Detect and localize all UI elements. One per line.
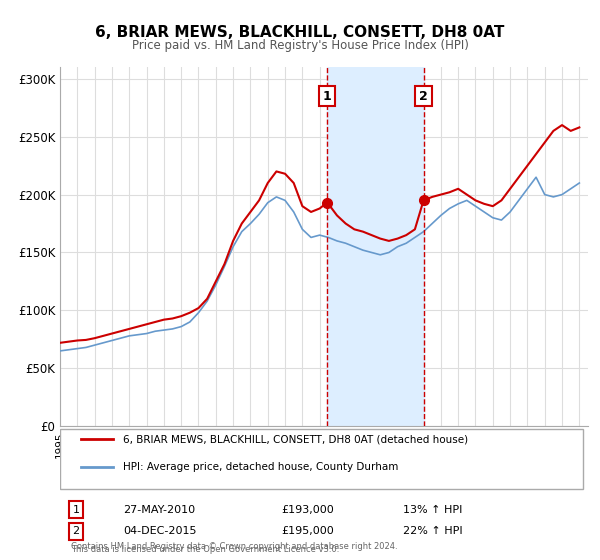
Text: 2: 2 — [419, 90, 428, 102]
FancyBboxPatch shape — [60, 429, 583, 489]
Text: Price paid vs. HM Land Registry's House Price Index (HPI): Price paid vs. HM Land Registry's House … — [131, 39, 469, 52]
Text: HPI: Average price, detached house, County Durham: HPI: Average price, detached house, Coun… — [124, 462, 399, 472]
Text: £193,000: £193,000 — [282, 505, 335, 515]
Text: 1: 1 — [73, 505, 79, 515]
Bar — [327, 67, 424, 426]
Text: 27-MAY-2010: 27-MAY-2010 — [124, 505, 196, 515]
Text: 04-DEC-2015: 04-DEC-2015 — [124, 526, 197, 536]
Text: £195,000: £195,000 — [282, 526, 335, 536]
Text: This data is licensed under the Open Government Licence v3.0.: This data is licensed under the Open Gov… — [71, 545, 339, 554]
Text: 22% ↑ HPI: 22% ↑ HPI — [403, 526, 463, 536]
Text: 13% ↑ HPI: 13% ↑ HPI — [403, 505, 463, 515]
Text: 2: 2 — [72, 526, 79, 536]
Text: 6, BRIAR MEWS, BLACKHILL, CONSETT, DH8 0AT (detached house): 6, BRIAR MEWS, BLACKHILL, CONSETT, DH8 0… — [124, 434, 469, 444]
Text: 1: 1 — [323, 90, 331, 102]
Text: Contains HM Land Registry data © Crown copyright and database right 2024.: Contains HM Land Registry data © Crown c… — [71, 542, 397, 551]
Text: 6, BRIAR MEWS, BLACKHILL, CONSETT, DH8 0AT: 6, BRIAR MEWS, BLACKHILL, CONSETT, DH8 0… — [95, 25, 505, 40]
